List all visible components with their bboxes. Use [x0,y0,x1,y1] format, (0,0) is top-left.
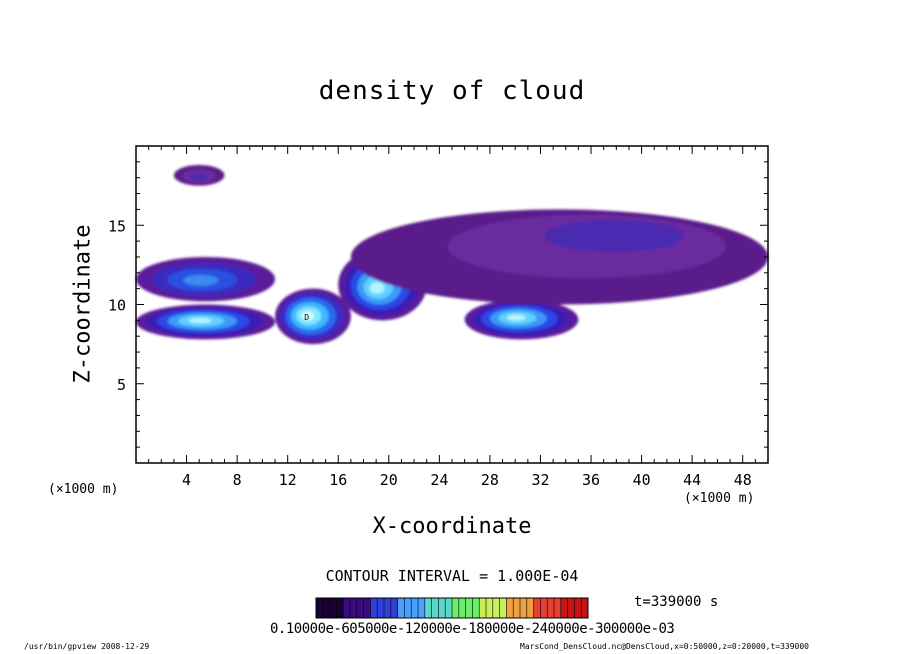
colorbar-segment [533,598,541,618]
colorbar-segment [472,598,480,618]
colorbar-segment [574,598,582,618]
y-tick-label: 10 [108,297,126,315]
colorbar-segment [343,598,351,618]
colorbar-segment [547,598,555,618]
colorbar-segment [465,598,473,618]
y-axis-label: Z-coordinate [70,224,96,384]
colorbar-segment [363,598,371,618]
colorbar-segment [316,598,324,618]
colorbar-segment [513,598,521,618]
colorbar-segment [445,598,453,618]
x-tick-label: 20 [380,471,398,489]
x-tick-label: 44 [683,471,701,489]
cloud-field [136,165,768,345]
colorbar-segment [567,598,575,618]
colorbar-segment [384,598,392,618]
colorbar-segment [390,598,399,618]
colorbar [315,597,589,619]
chart-title: density of cloud [318,76,586,106]
colorbar-segment [499,598,507,618]
colorbar-segment [404,598,412,618]
plot-frame [135,145,769,464]
x-tick-label: 28 [481,471,499,489]
colorbar-segment [520,598,528,618]
colorbar-segment [329,598,337,618]
colorbar-segment [350,598,358,618]
colorbar-segment [492,598,501,618]
x-tick-label: 48 [734,471,752,489]
colorbar-segment [431,598,439,618]
cloud-contour [301,311,315,321]
cloud-contour [183,274,219,286]
cloud-region [173,165,225,186]
y-tick-label: 5 [117,376,126,394]
x-tick-label: 32 [531,471,549,489]
x-axis-label: X-coordinate [372,514,532,539]
cloud-region [136,304,276,340]
colorbar-segment [486,598,494,618]
cloud-region [338,249,427,321]
cloud-contour [506,314,526,321]
colorbar-segment [458,598,467,618]
cloud-contour [544,219,684,252]
cloud-region [275,288,351,345]
colorbar-segment [418,598,426,618]
x-tick-label: 12 [279,471,297,489]
colorbar-segment [560,598,569,618]
colorbar-segment [554,598,562,618]
cloud-contour [369,282,385,294]
colorbar-segment [581,598,589,618]
x-tick-label: 36 [582,471,600,489]
colorbar-segment [336,598,344,618]
colorbar-segment [479,598,487,618]
colorbar-segment [322,598,331,618]
cloud-region [136,256,276,302]
x-tick-label: 40 [633,471,651,489]
contour-interval: CONTOUR INTERVAL = 1.000E-04 [325,567,579,585]
x-tick-label: 8 [233,471,242,489]
x-unit-left: (×1000 m) [48,482,119,497]
x-tick-label: 4 [182,471,191,489]
footer-left: /usr/bin/gpview 2008-12-29 [24,642,150,651]
colorbar-segment [506,598,514,618]
colorbar-segment [526,598,535,618]
x-tick-label: 24 [430,471,448,489]
y-tick-label: 15 [108,217,126,235]
x-tick-label: 16 [329,471,347,489]
colorbar-segment [424,598,433,618]
cloud-contour [190,173,208,181]
footer-right: MarsCond_DensCloud.nc@DensCloud,x=0:5000… [520,642,809,651]
colorbar-segment [438,598,446,618]
colorbar-segment [452,598,460,618]
colorbar-segment [377,598,385,618]
x-unit-right: (×1000 m) [684,491,755,506]
colorbar-segment [411,598,419,618]
colorbar-segment [397,598,405,618]
colorbar-tick-labels: 0.10000e-605000e-120000e-180000e-240000e… [270,621,675,637]
colorbar-frame [315,597,589,619]
colorbar-segment [370,598,378,618]
cloud-contour [188,317,212,324]
contour-marker: D [304,313,309,322]
colorbar-segment [540,598,548,618]
colorbar-segment [356,598,365,618]
cloud-region [350,209,768,305]
cloud-region [464,299,579,340]
time-label: t=339000 s [634,594,719,610]
